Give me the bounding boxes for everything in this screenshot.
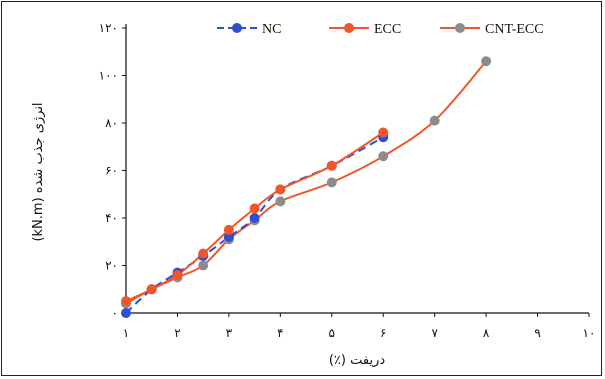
data-point-nc [249, 213, 260, 223]
y-tick-label: ١٠٠ [99, 69, 118, 83]
legend-marker-nc [232, 23, 242, 33]
legend-label: CNT-ECC [485, 22, 544, 37]
series-markers [121, 56, 492, 318]
x-tick-label: ٩ [534, 326, 540, 340]
data-point-cnt-ecc [198, 260, 209, 271]
x-tick-label: ٨ [483, 326, 490, 340]
data-point-ecc [198, 248, 209, 259]
y-tick-label: ٠ [112, 306, 118, 320]
series-line-cnt-ecc [125, 60, 487, 305]
y-tick-label: ١٢٠ [99, 21, 118, 35]
legend-marker-ecc [344, 23, 354, 33]
legend: NC ECC CNT-ECC [217, 22, 544, 37]
x-tick-label: ۴ [277, 326, 283, 340]
data-point-ecc [275, 184, 286, 195]
data-point-cnt-ecc [326, 177, 337, 188]
data-point-ecc [249, 203, 260, 214]
x-tick-label: ۶ [380, 326, 386, 340]
data-point-ecc [326, 160, 337, 171]
y-tick-label: ٨٠ [105, 116, 118, 130]
x-tick-label: ٣ [226, 326, 233, 340]
data-point-ecc [121, 296, 131, 307]
y-tick-label: ٢٠ [105, 259, 118, 273]
data-point-ecc [378, 127, 389, 138]
data-point-cnt-ecc [429, 115, 440, 126]
x-tick-label: ۵ [329, 326, 335, 340]
x-tick-label: ٢ [174, 326, 180, 340]
data-point-ecc [146, 284, 157, 295]
data-point-nc [121, 308, 131, 318]
y-tick-label: ۴٠ [105, 211, 118, 225]
x-tick-label: ٧ [431, 326, 438, 340]
data-point-nc [223, 232, 234, 242]
data-point-cnt-ecc [378, 151, 389, 162]
data-point-cnt-ecc [481, 56, 492, 67]
x-tick-label: ١ [123, 326, 129, 340]
legend-label: ECC [374, 22, 401, 37]
y-tick-label: ۶٠ [105, 164, 118, 178]
x-tick-label: ١٠ [583, 326, 596, 340]
x-axis-title: دریفت (٪) [329, 353, 385, 368]
data-point-ecc [172, 270, 183, 280]
legend-label: NC [262, 22, 281, 37]
data-point-ecc [223, 224, 234, 235]
y-axis-title: انرژی جذب شده (kN.m) [31, 102, 46, 241]
legend-marker-cnt-ecc [455, 23, 465, 33]
data-point-cnt-ecc [275, 196, 286, 207]
